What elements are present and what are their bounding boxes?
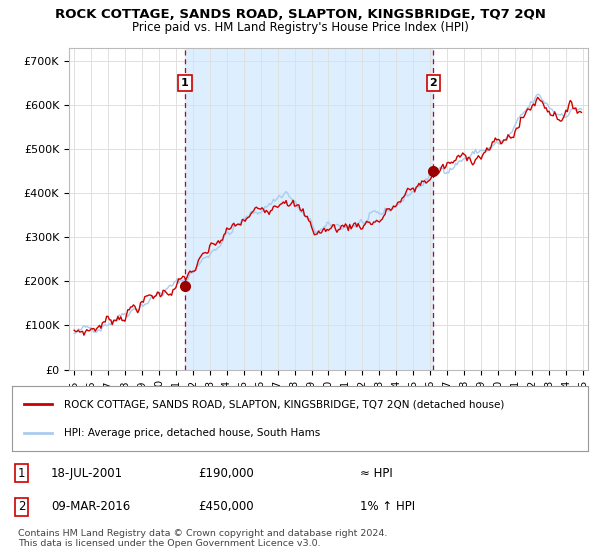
Text: ROCK COTTAGE, SANDS ROAD, SLAPTON, KINGSBRIDGE, TQ7 2QN: ROCK COTTAGE, SANDS ROAD, SLAPTON, KINGS…	[55, 8, 545, 21]
Text: 1: 1	[181, 78, 189, 88]
Text: ROCK COTTAGE, SANDS ROAD, SLAPTON, KINGSBRIDGE, TQ7 2QN (detached house): ROCK COTTAGE, SANDS ROAD, SLAPTON, KINGS…	[64, 399, 504, 409]
Text: 2: 2	[18, 500, 25, 514]
Text: Contains HM Land Registry data © Crown copyright and database right 2024.
This d: Contains HM Land Registry data © Crown c…	[18, 529, 388, 548]
Text: 18-JUL-2001: 18-JUL-2001	[51, 466, 123, 480]
Text: Price paid vs. HM Land Registry's House Price Index (HPI): Price paid vs. HM Land Registry's House …	[131, 21, 469, 34]
Text: 09-MAR-2016: 09-MAR-2016	[51, 500, 130, 514]
Text: 1% ↑ HPI: 1% ↑ HPI	[360, 500, 415, 514]
Text: ≈ HPI: ≈ HPI	[360, 466, 393, 480]
Text: HPI: Average price, detached house, South Hams: HPI: Average price, detached house, Sout…	[64, 428, 320, 438]
Bar	[185, 48, 433, 370]
Text: £450,000: £450,000	[198, 500, 254, 514]
Text: 2: 2	[430, 78, 437, 88]
Text: £190,000: £190,000	[198, 466, 254, 480]
Text: 1: 1	[18, 466, 25, 480]
